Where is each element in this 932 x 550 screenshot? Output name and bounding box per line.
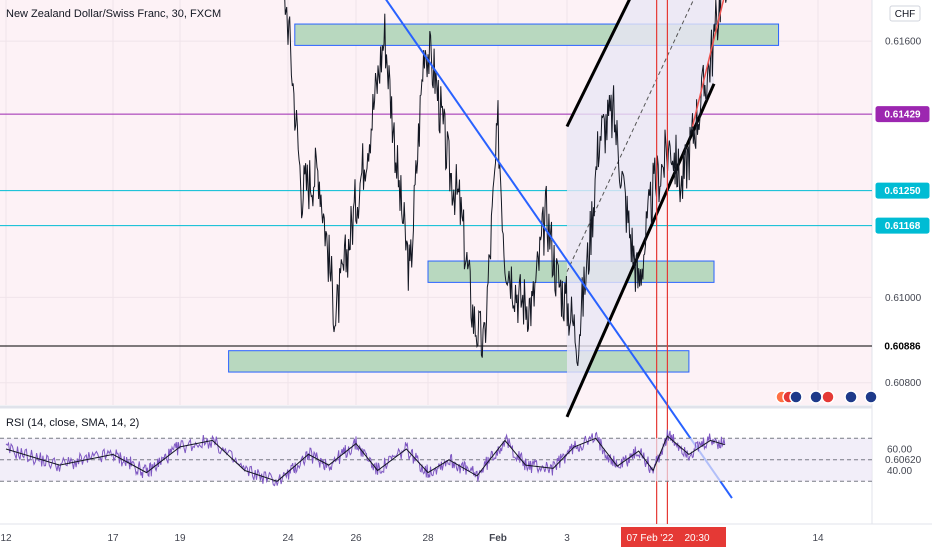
time-tick-label[interactable]: 3 — [564, 533, 570, 544]
price-tags: 0.624120.623400.619560.618620.6177906:19… — [875, 106, 930, 354]
price-axis[interactable]: 0.628000.626000.622000.616000.610000.608… — [885, 0, 922, 466]
time-tick-label[interactable]: 19 — [174, 533, 186, 544]
flag-icon[interactable] — [864, 390, 878, 404]
time-tick-label[interactable]: 28 — [422, 533, 434, 544]
time-tick-label[interactable]: 24 — [282, 533, 294, 544]
trendlines[interactable] — [6, 0, 825, 499]
price-tick-label[interactable]: 0.61000 — [885, 293, 922, 304]
time-tick-label[interactable]: 12 — [0, 533, 12, 544]
channel-upper-line[interactable] — [565, 0, 714, 128]
time-highlight-time: 20:30 — [684, 533, 709, 544]
flag-icon[interactable] — [844, 390, 858, 404]
time-tick-label[interactable]: 14 — [812, 533, 824, 544]
rsi-tick-label[interactable]: 40.00 — [887, 466, 912, 477]
price-tick-label[interactable]: 0.60800 — [885, 378, 922, 389]
price-tag-text: 0.61250 — [884, 186, 921, 197]
time-tick-label[interactable]: 26 — [350, 533, 362, 544]
price-tag — [875, 182, 930, 199]
price-tick-label[interactable]: 0.60620 — [885, 455, 922, 466]
rsi-series — [0, 429, 872, 487]
currency-label: CHF — [895, 9, 916, 20]
price-tag — [875, 106, 930, 123]
horizontal-levels[interactable] — [0, 0, 872, 347]
price-line — [284, 0, 727, 367]
rsi-sma-line — [5, 435, 725, 482]
symbol-title[interactable]: New Zealand Dollar/Swiss Franc, 30, FXCM — [6, 8, 221, 20]
trendline[interactable] — [691, 0, 743, 127]
time-tick-label[interactable]: Feb — [489, 533, 507, 544]
flag-icon[interactable] — [821, 390, 835, 404]
price-tag — [875, 338, 930, 354]
price-tag — [875, 217, 930, 234]
trendline[interactable] — [6, 0, 733, 499]
price-tick-label[interactable]: 0.61600 — [885, 37, 922, 48]
price-tag-text: 0.60886 — [884, 342, 921, 353]
time-tick-label[interactable]: 17 — [107, 533, 119, 544]
event-icons[interactable] — [775, 390, 878, 404]
time-highlight-box — [621, 527, 726, 547]
rsi-line — [5, 429, 726, 487]
time-highlight-date: 07 Feb '22 — [627, 533, 674, 544]
time-axis[interactable]: 12 17 19 24 26 28 Feb 3 14 — [0, 533, 824, 544]
rsi-axis[interactable]: 60.00 40.00 — [887, 445, 912, 478]
price-series — [284, 0, 727, 367]
flag-icon[interactable] — [809, 390, 823, 404]
price-pane[interactable] — [0, 0, 872, 405]
rsi-indicator-label[interactable]: RSI (14, close, SMA, 14, 2) — [6, 417, 139, 429]
currency-badge[interactable] — [889, 5, 921, 22]
price-tag-text: 0.61168 — [885, 221, 921, 232]
zone-rectangle[interactable] — [228, 350, 690, 373]
price-tag-text: 0.61429 — [884, 110, 921, 121]
rsi-tick-label[interactable]: 60.00 — [887, 445, 912, 456]
flag-icon[interactable] — [789, 390, 803, 404]
